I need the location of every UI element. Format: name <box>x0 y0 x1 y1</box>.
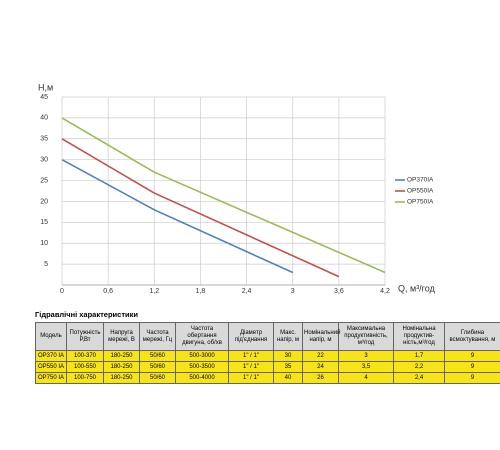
table-cell: 500-3000 <box>175 350 229 362</box>
y-tick-label: 15 <box>40 219 48 226</box>
table-cell: 50/60 <box>139 350 176 362</box>
table-cell: 180-250 <box>103 350 140 362</box>
y-tick-label: 30 <box>40 157 48 164</box>
table-cell: 1" / 1" <box>228 361 274 373</box>
line-series <box>61 158 294 274</box>
y-tick-label: 35 <box>40 136 48 143</box>
legend-label: OP370IA <box>407 177 434 184</box>
header-cell: Частота мережі, Гц <box>139 322 176 351</box>
y-tick-label: 25 <box>40 177 48 184</box>
header-cell: Потужність Р,Вт <box>66 322 104 351</box>
y-tick-label: 10 <box>40 240 48 247</box>
table-cell: 35 <box>273 361 303 373</box>
header-cell: Номінальна продуктив-ність,м³/год <box>393 322 445 351</box>
header-cell: Максимальна продуктивність, м³/год <box>338 322 394 351</box>
x-axis-label: Q, м³/год <box>398 283 436 293</box>
x-tick-label: 0,6 <box>103 288 113 295</box>
table-cell: 26 <box>302 372 339 384</box>
legend-label: OP750IA <box>407 199 434 206</box>
table-title: Гідравлічні характеристики <box>35 310 138 319</box>
y-tick-label: 5 <box>44 261 48 268</box>
table-row: OP370 IA 100-370 180-250 50/60 500-3000 1" / … <box>35 350 500 362</box>
x-tick-label: 1,2 <box>149 288 159 295</box>
line-series <box>61 117 386 274</box>
table-cell: 1" / 1" <box>228 372 274 384</box>
table-cell: 100-750 <box>66 372 104 384</box>
table-cell: 1" / 1" <box>228 350 274 362</box>
table-cell: 100-370 <box>66 350 104 362</box>
table-cell: 50/60 <box>139 372 176 384</box>
x-tick-label: 3,6 <box>334 288 344 295</box>
table-cell: 500-3500 <box>175 361 229 373</box>
y-tick-label: 20 <box>40 198 48 205</box>
y-tick-label: 40 <box>40 115 48 122</box>
x-tick-label: 4,2 <box>380 288 390 295</box>
table-cell: 24 <box>302 361 339 373</box>
header-cell: Модель <box>35 322 67 351</box>
table-row: OP550 IA 100-550 180-250 50/60 500-3500 1" / … <box>35 361 500 373</box>
table-cell: 9 <box>444 350 500 362</box>
header-cell: Діаметр під'єднання <box>228 322 274 351</box>
y-tick-label: 45 <box>40 94 48 101</box>
table-row: OP750 IA 100-750 180-250 50/60 500-4000 1" / … <box>35 372 500 384</box>
table-cell: OP550 IA <box>35 361 67 373</box>
table-cell: 3 <box>338 350 394 362</box>
spec-table: Модель Потужність Р,Вт Напруга мережі, В Ча… <box>35 322 500 384</box>
table-cell: 50/60 <box>139 361 176 373</box>
table-cell: 180-250 <box>103 372 140 384</box>
line-series <box>61 138 340 278</box>
header-cell: Номінальний напір, м <box>302 322 340 351</box>
table-cell: 4 <box>338 372 394 384</box>
chart: H,м Q, м³/год 5 10 15 20 25 30 35 40 45 0 0,6 1,2 1,… <box>38 82 436 295</box>
x-tick-label: 2,4 <box>242 288 252 295</box>
table-cell: 22 <box>302 350 339 362</box>
table-cell: 2,2 <box>393 361 445 373</box>
table-cell: 40 <box>273 372 303 384</box>
table-cell: OP750 IA <box>35 372 67 384</box>
table-cell: 1,7 <box>393 350 445 362</box>
legend-label: OP550IA <box>407 188 434 195</box>
header-cell: Глибина всмоктування, м <box>444 322 500 351</box>
table-cell: 100-550 <box>66 361 104 373</box>
header-cell: Частота обертання двигуна, об/хв <box>175 322 229 351</box>
table-cell: 2,4 <box>393 372 445 384</box>
table-cell: 500-4000 <box>175 372 229 384</box>
table-cell: OP370 IA <box>35 350 67 362</box>
header-cell: Макс. напір, м <box>273 322 303 351</box>
x-tick-label: 3 <box>291 288 295 295</box>
y-axis-label: H,м <box>38 82 53 92</box>
table-cell: 30 <box>273 350 303 362</box>
table-cell: 180-250 <box>103 361 140 373</box>
header-cell: Напруга мережі, В <box>103 322 140 351</box>
x-tick-label: 1,8 <box>196 288 206 295</box>
x-tick-label: 0 <box>60 288 64 295</box>
table-cell: 3,5 <box>338 361 394 373</box>
table-cell: 9 <box>444 361 500 373</box>
table-cell: 9 <box>444 372 500 384</box>
